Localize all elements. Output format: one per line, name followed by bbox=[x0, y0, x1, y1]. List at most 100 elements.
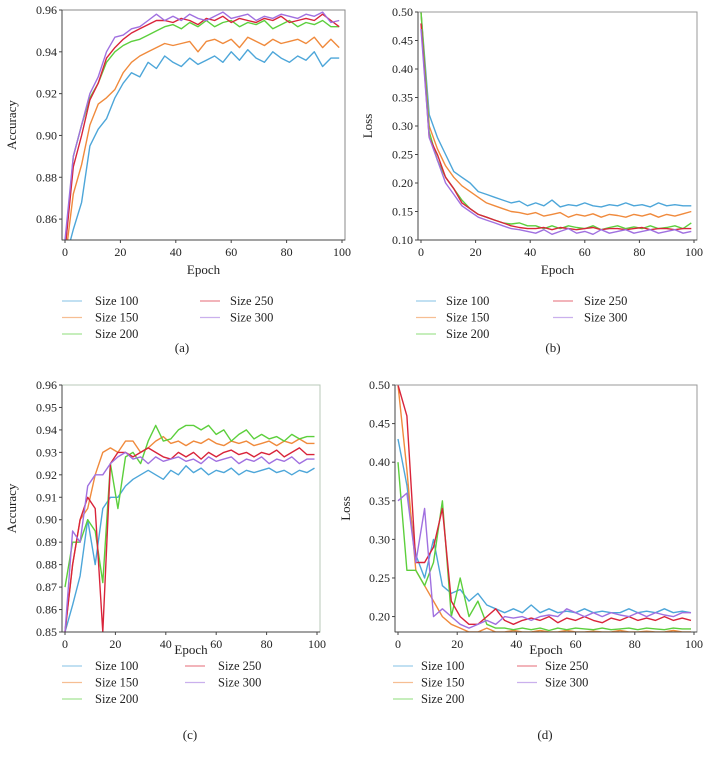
y-axis-label: Loss bbox=[360, 114, 375, 139]
y-tick-label: 0.25 bbox=[392, 148, 413, 162]
y-tick-label: 0.45 bbox=[392, 34, 413, 48]
legend: Size 100 Size 150 Size 200 Size 250 Size 300 bbox=[416, 294, 627, 341]
plot-frame bbox=[417, 11, 698, 241]
legend-label: Size 200 bbox=[446, 327, 489, 341]
x-tick-label: 60 bbox=[579, 245, 591, 259]
x-tick-label: 0 bbox=[62, 245, 68, 259]
x-tick-label: 0 bbox=[395, 637, 401, 651]
y-tick-label: 0.20 bbox=[392, 176, 413, 190]
x-tick-label: 80 bbox=[633, 245, 645, 259]
y-tick-label: 0.85 bbox=[36, 625, 57, 639]
x-tick-label: 100 bbox=[685, 637, 703, 651]
y-tick-label: 0.40 bbox=[369, 455, 390, 469]
legend-label: Size 300 bbox=[545, 676, 588, 690]
legend-label: Size 200 bbox=[95, 327, 138, 341]
panel-caption: (c) bbox=[183, 727, 197, 742]
y-tick-label: 0.88 bbox=[36, 170, 57, 184]
y-axis-label: Accuracy bbox=[4, 100, 19, 150]
legend-label: Size 300 bbox=[218, 676, 261, 690]
x-axis-label: Epoch bbox=[541, 262, 575, 277]
series-line-size-150 bbox=[66, 36, 340, 240]
series-line-size-150 bbox=[64, 435, 315, 632]
x-tick-label: 40 bbox=[510, 637, 522, 651]
y-tick-label: 0.86 bbox=[36, 212, 57, 226]
y-tick-label: 0.96 bbox=[36, 378, 57, 392]
y-tick-label: 0.40 bbox=[392, 62, 413, 76]
legend-label: Size 250 bbox=[584, 294, 627, 308]
legend: Size 100 Size 150 Size 200 Size 250 Size 300 bbox=[62, 659, 261, 706]
series-line-size-150 bbox=[420, 12, 692, 218]
chart-panel-a: 0 20 40 60 80 100 0.86 0.88 0.90 0.92 0.94 0.96 Epoc… bbox=[4, 3, 351, 355]
x-axis-label: Epoch bbox=[187, 262, 221, 277]
x-tick-label: 100 bbox=[685, 245, 703, 259]
x-tick-label: 20 bbox=[114, 245, 126, 259]
series-line-size-250 bbox=[397, 385, 692, 625]
x-tick-label: 0 bbox=[418, 245, 424, 259]
x-axis-label: Epoch bbox=[529, 642, 563, 657]
x-tick-label: 80 bbox=[261, 637, 273, 651]
y-tick-label: 0.50 bbox=[369, 378, 390, 392]
legend-label: Size 150 bbox=[446, 311, 489, 325]
plot-frame bbox=[394, 384, 698, 633]
y-tick-label: 0.89 bbox=[36, 535, 57, 549]
series-line-size-250 bbox=[65, 13, 340, 240]
y-tick-label: 0.88 bbox=[36, 558, 57, 572]
y-tick-label: 0.95 bbox=[36, 400, 57, 414]
x-tick-label: 100 bbox=[308, 637, 326, 651]
x-tick-label: 20 bbox=[109, 637, 121, 651]
legend-label: Size 250 bbox=[545, 659, 588, 673]
series-line-size-200 bbox=[397, 462, 691, 632]
legend-label: Size 200 bbox=[421, 692, 464, 706]
y-tick-label: 0.92 bbox=[36, 87, 57, 101]
y-tick-label: 0.93 bbox=[36, 445, 57, 459]
y-tick-label: 0.50 bbox=[392, 5, 413, 19]
x-tick-label: 40 bbox=[524, 245, 536, 259]
y-tick-label: 0.86 bbox=[36, 603, 57, 617]
y-tick-label: 0.20 bbox=[369, 610, 390, 624]
y-tick-label: 0.87 bbox=[36, 580, 57, 594]
legend-label: Size 150 bbox=[421, 676, 464, 690]
legend-label: Size 200 bbox=[95, 692, 138, 706]
series-line-size-200 bbox=[420, 12, 692, 231]
series-line-size-100 bbox=[397, 438, 692, 614]
panel-caption: (d) bbox=[537, 727, 552, 742]
series-line-size-200 bbox=[64, 424, 315, 588]
y-tick-label: 0.35 bbox=[369, 494, 390, 508]
y-tick-label: 0.30 bbox=[392, 119, 413, 133]
legend-label: Size 150 bbox=[95, 676, 138, 690]
y-tick-label: 0.92 bbox=[36, 468, 57, 482]
legend: Size 100 Size 150 Size 200 Size 250 Size 300 bbox=[393, 659, 588, 706]
x-tick-label: 20 bbox=[451, 637, 463, 651]
series-line-size-100 bbox=[64, 465, 315, 632]
series-line-size-300 bbox=[397, 492, 691, 629]
y-tick-label: 0.35 bbox=[392, 91, 413, 105]
legend-label: Size 100 bbox=[421, 659, 464, 673]
y-axis-label: Accuracy bbox=[4, 483, 19, 533]
y-tick-label: 0.94 bbox=[36, 423, 57, 437]
series-line-size-100 bbox=[420, 12, 692, 208]
legend-label: Size 100 bbox=[446, 294, 489, 308]
legend-label: Size 250 bbox=[230, 294, 273, 308]
x-axis-label: Epoch bbox=[174, 642, 208, 657]
series-line-size-250 bbox=[420, 23, 692, 231]
y-tick-label: 0.45 bbox=[369, 417, 390, 431]
series-line-size-300 bbox=[64, 11, 340, 240]
chart-panel-c: 0 20 40 60 80 100 0.85 0.86 0.87 0.88 0.89 0.90 0.91… bbox=[4, 378, 326, 742]
legend: Size 100 Size 150 Size 200 Size 250 Size 300 bbox=[62, 294, 273, 341]
x-tick-label: 60 bbox=[225, 245, 237, 259]
y-tick-label: 0.96 bbox=[36, 3, 57, 17]
y-tick-label: 0.25 bbox=[369, 571, 390, 585]
chart-panel-b: 0 20 40 60 80 100 0.10 0.15 0.20 0.25 0.30 0.35 0.40… bbox=[360, 5, 703, 355]
panel-caption: (b) bbox=[545, 340, 560, 355]
y-tick-label: 0.91 bbox=[36, 490, 57, 504]
x-tick-label: 60 bbox=[570, 637, 582, 651]
x-tick-label: 80 bbox=[629, 637, 641, 651]
legend-label: Size 100 bbox=[95, 294, 138, 308]
legend-label: Size 300 bbox=[230, 311, 273, 325]
y-tick-label: 0.90 bbox=[36, 513, 57, 527]
series-line-size-300 bbox=[420, 29, 692, 236]
x-tick-label: 0 bbox=[62, 637, 68, 651]
series-line-size-100 bbox=[69, 49, 340, 240]
x-tick-label: 80 bbox=[281, 245, 293, 259]
